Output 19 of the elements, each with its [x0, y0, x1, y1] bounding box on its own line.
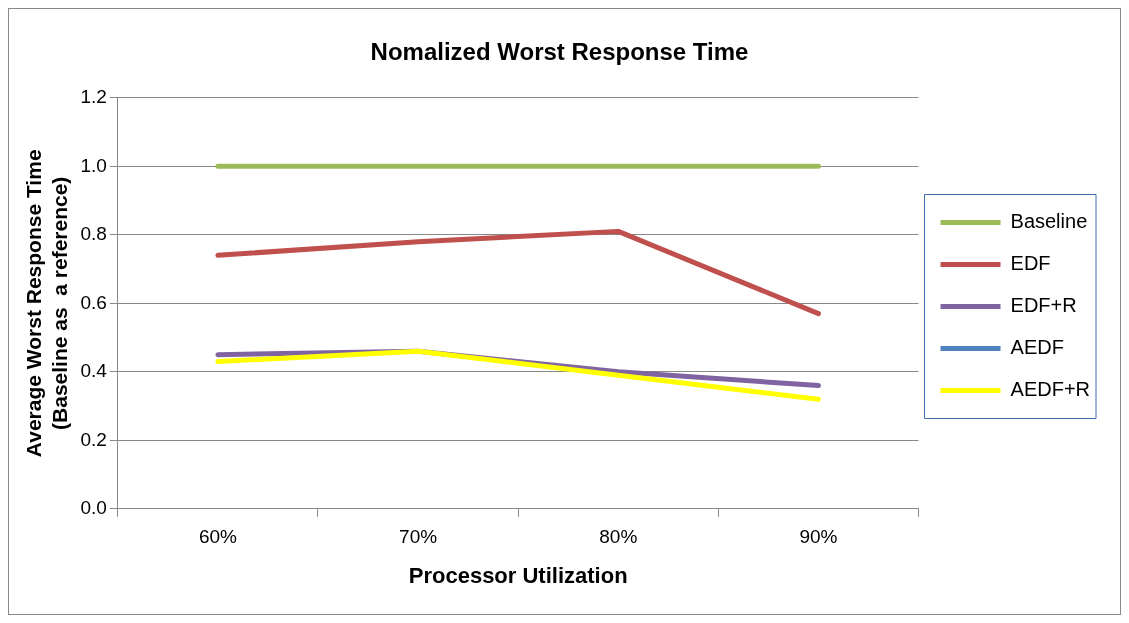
legend-label: AEDF+R: [1010, 378, 1091, 401]
y-axis-title: Average Worst Response Time (Baseline as a reference): [22, 149, 71, 458]
y-tick-label: 0.2: [80, 428, 107, 450]
y-tick-label: 0.6: [80, 291, 107, 313]
y-tick-label: 0.8: [80, 223, 107, 245]
y-tick-label: 0.0: [80, 497, 107, 519]
y-tick-label: 1.0: [80, 154, 107, 176]
y-tick-label: 1.2: [80, 86, 107, 108]
legend-label: EDF: [1010, 252, 1051, 275]
x-tick-label: 60%: [198, 526, 238, 548]
legend-label: AEDF: [1010, 336, 1064, 359]
x-tick-label: 90%: [799, 526, 838, 548]
legend-label: EDF+R: [1010, 294, 1077, 317]
y-tick-label: 0.4: [80, 360, 108, 382]
x-tick-label: 80%: [599, 526, 638, 548]
legend-label: Baseline: [1010, 210, 1088, 233]
x-tick-label: 70%: [399, 526, 438, 548]
chart-title: Nomalized Worst Response Time: [370, 38, 749, 66]
x-axis-title: Processor Utilization: [408, 562, 628, 588]
